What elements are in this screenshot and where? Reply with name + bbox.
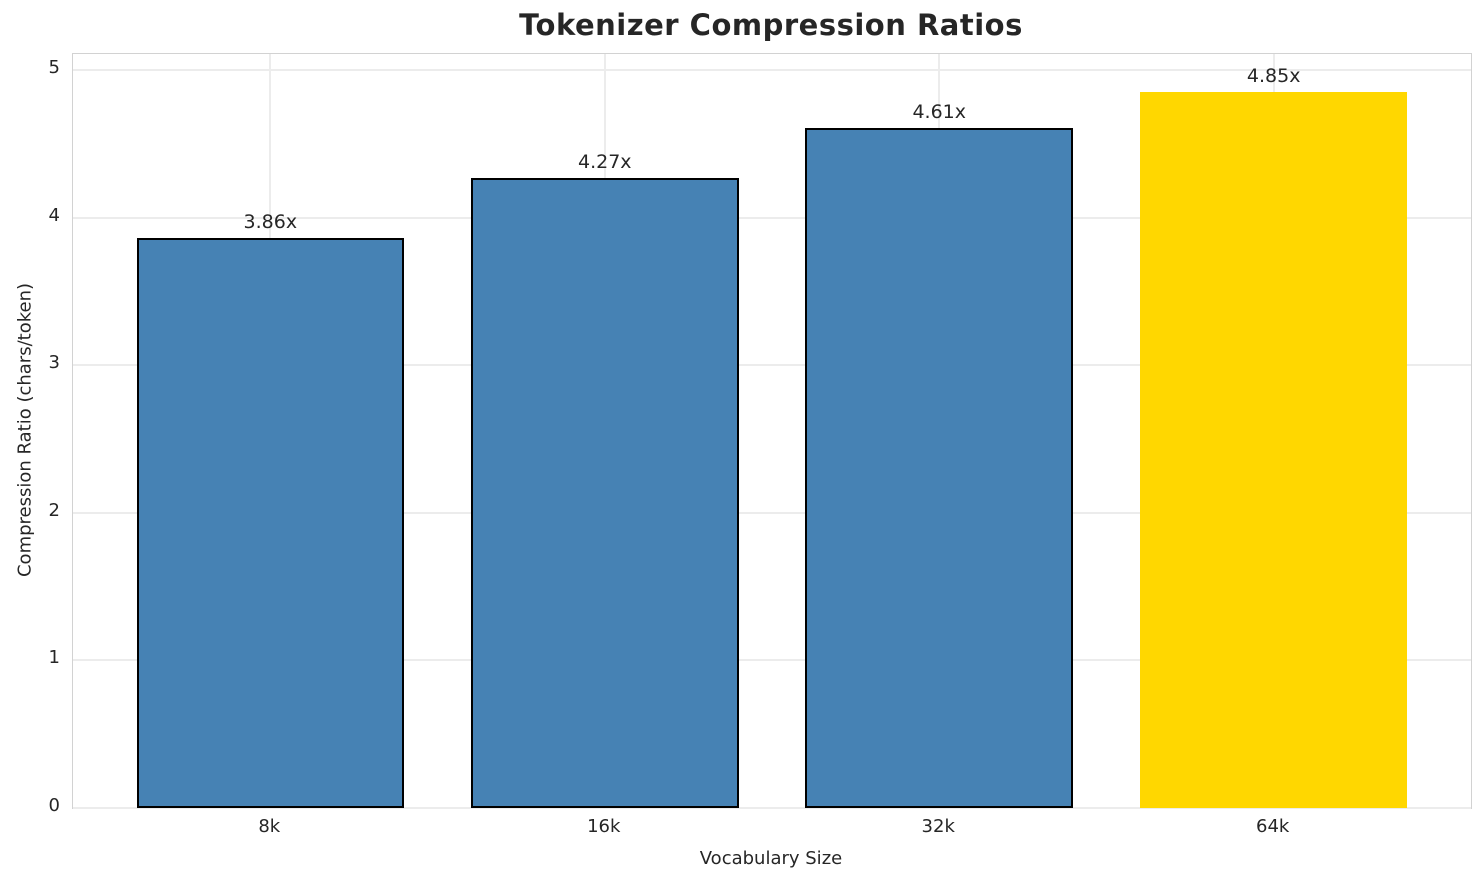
y-tick-label: 0 — [48, 795, 60, 816]
horizontal-gridline — [73, 807, 1471, 809]
bar-value-label: 4.61x — [912, 100, 966, 123]
bar — [805, 127, 1073, 808]
y-tick-label: 5 — [48, 57, 60, 79]
x-tick-label: 32k — [921, 816, 955, 837]
horizontal-gridline — [73, 69, 1471, 72]
bar-value-label: 3.86x — [243, 211, 298, 234]
horizontal-gridline — [73, 511, 1471, 514]
x-tick-label: 64k — [1256, 816, 1290, 837]
bar-value-label: 4.27x — [577, 150, 632, 173]
x-axis-label: Vocabulary Size — [699, 848, 843, 869]
bar — [470, 177, 739, 808]
y-tick-label: 3 — [48, 352, 60, 374]
y-tick-label: 2 — [48, 499, 60, 521]
horizontal-gridline — [73, 364, 1471, 367]
bar — [1139, 92, 1408, 808]
y-axis-label: Compression Ratio (chars/token) — [14, 282, 36, 578]
y-tick-label: 4 — [48, 204, 60, 226]
bar-value-label: 4.85x — [1246, 65, 1301, 88]
x-tick-label: 16k — [587, 816, 621, 837]
y-tick-label: 1 — [48, 647, 60, 669]
horizontal-gridline — [73, 216, 1471, 219]
chart-title: Tokenizer Compression Ratios — [519, 8, 1023, 42]
bar — [136, 238, 405, 808]
plot-area: 3.86x 4.27x 4.61x 4.85x — [72, 53, 1472, 809]
x-tick-label: 8k — [258, 816, 281, 837]
horizontal-gridline — [73, 659, 1471, 662]
